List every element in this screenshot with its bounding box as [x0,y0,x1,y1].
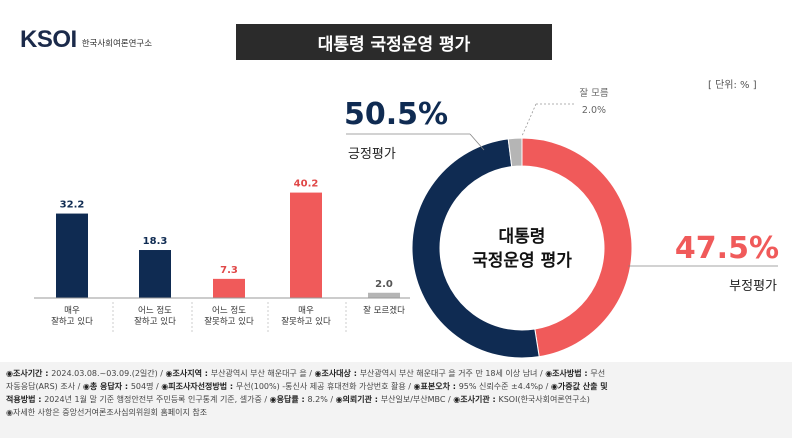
footer-value: 부산광역시 부산 해운대구 을 거주 만 18세 이상 남녀 [359,369,538,378]
footer-value: 2024.03.08.~03.09.(2일간) [51,369,158,378]
negative-value-label: 47.5% [675,231,779,266]
footer-key: ◉조사지역 : [165,369,211,378]
footer-key: ◉조사기간 : [6,369,52,378]
bar-category-label: 잘못하고 있다 [204,316,254,327]
dont-know-label: 잘 모름 [579,87,608,99]
footer-key: ◉조사방법 : [545,369,591,378]
footer-key: ◉조사기관 : [453,395,499,404]
unit-label: [ 단위: % ] [708,80,757,91]
footer-value: 무선 [590,369,606,378]
footer-separator: / [157,369,166,378]
footer-separator: / [153,382,162,391]
footer-value: KSOI(한국사회여론연구소) [498,395,590,404]
footer-separator: / [405,382,414,391]
bar-category-label: 잘못하고 있다 [281,316,331,327]
dont-know-leader-line-2 [521,103,537,137]
donut-center-label-2: 국정운영 평가 [472,251,572,271]
bar-category-label: 잘하고 있다 [51,316,93,327]
donut-center-label-1: 대통령 [499,226,546,247]
footer-key: ◉피조사자선정방법 : [161,382,236,391]
pie-slice-0 [411,138,540,359]
footer-line-3: 적용방법 : 2024년 1월 말 기준 행정안전부 주민등록 인구통계 기준,… [6,394,590,405]
footer-separator: / [543,382,551,391]
negative-label: 부정평가 [729,279,777,294]
bar-value-label: 18.3 [143,236,168,247]
page-title: 대통령 국정운영 평가 [236,24,552,60]
survey-footer: ◉조사기간 : 2024.03.08.~03.09.(2일간) / ◉조사지역 … [0,362,792,438]
positive-label: 긍정평가 [348,147,396,162]
footer-value: 2024년 1월 말 기준 행정안전부 주민등록 인구통계 기준, 셀가중 [44,395,262,404]
bar-category-label: 매우 [64,306,80,316]
footer-separator: / [306,369,315,378]
bar-category-label: 어느 정도 [212,305,246,316]
footer-value: 95% 신뢰수준 ±4.4%p [458,382,544,391]
bar-1 [139,250,171,298]
footer-separator: / [537,369,546,378]
footer-separator: / [327,395,336,404]
bar-category-label: 어느 정도 [138,305,172,316]
footer-key: ◉총 응답자 : [82,382,131,391]
bar-2 [213,278,245,298]
logo-mark: KSOI [20,26,77,53]
footer-key: ◉의뢰기관 : [335,395,381,404]
bar-dont-know [368,292,400,298]
footer-separator: / [261,395,270,404]
bar-0 [56,213,88,298]
positive-value-label: 50.5% [344,97,448,132]
footer-value: 부산일보/부산MBC [380,395,446,404]
bar-value-label: 7.3 [220,265,238,276]
footer-value: 8.2% [307,395,328,404]
bar-value-label: 40.2 [294,179,319,190]
footer-separator: / [445,395,454,404]
bar-category-label: 매우 [298,306,314,316]
footer-value: 자동응답(ARS) 조사 [6,382,76,391]
footer-line-4: ◉자세한 사항은 중앙선거여론조사심의위원회 홈페이지 참조 [6,408,208,417]
bar-value-label: 2.0 [375,279,393,290]
footer-key: ◉표본오차 : [413,382,459,391]
pie-slice-2 [507,137,523,168]
footer-separator: / [75,382,83,391]
bar-category-label: 잘하고 있다 [134,316,176,327]
footer-line-2: 자동응답(ARS) 조사 / ◉총 응답자 : 504명 / ◉피조사자선정방법… [6,381,608,392]
bar-category-label: 잘 모르겠다 [363,305,405,316]
pie-slice-1 [521,137,633,358]
dont-know-value-label: 2.0% [582,105,606,116]
bar-value-label: 32.2 [60,200,85,211]
logo: KSOI 한국사회여론연구소 [20,26,152,54]
footer-key: ◉가중값 산출 및 [550,382,608,391]
footer-value: 504명 [130,382,154,391]
footer-key: ◉응답률 : [269,395,308,404]
footer-key: 적용방법 : [6,395,45,404]
footer-value: 무선(100%) -통신사 제공 휴대전화 가상번호 활용 [235,382,406,391]
footer-key: ◉조사대상 : [314,369,360,378]
bar-3 [290,192,322,298]
footer-value: 부산광역시 부산 해운대구 을 [210,369,307,378]
footer-line-1: ◉조사기간 : 2024.03.08.~03.09.(2일간) / ◉조사지역 … [6,368,605,379]
positive-leader-line-2 [469,133,485,151]
logo-subtitle: 한국사회여론연구소 [81,38,153,49]
